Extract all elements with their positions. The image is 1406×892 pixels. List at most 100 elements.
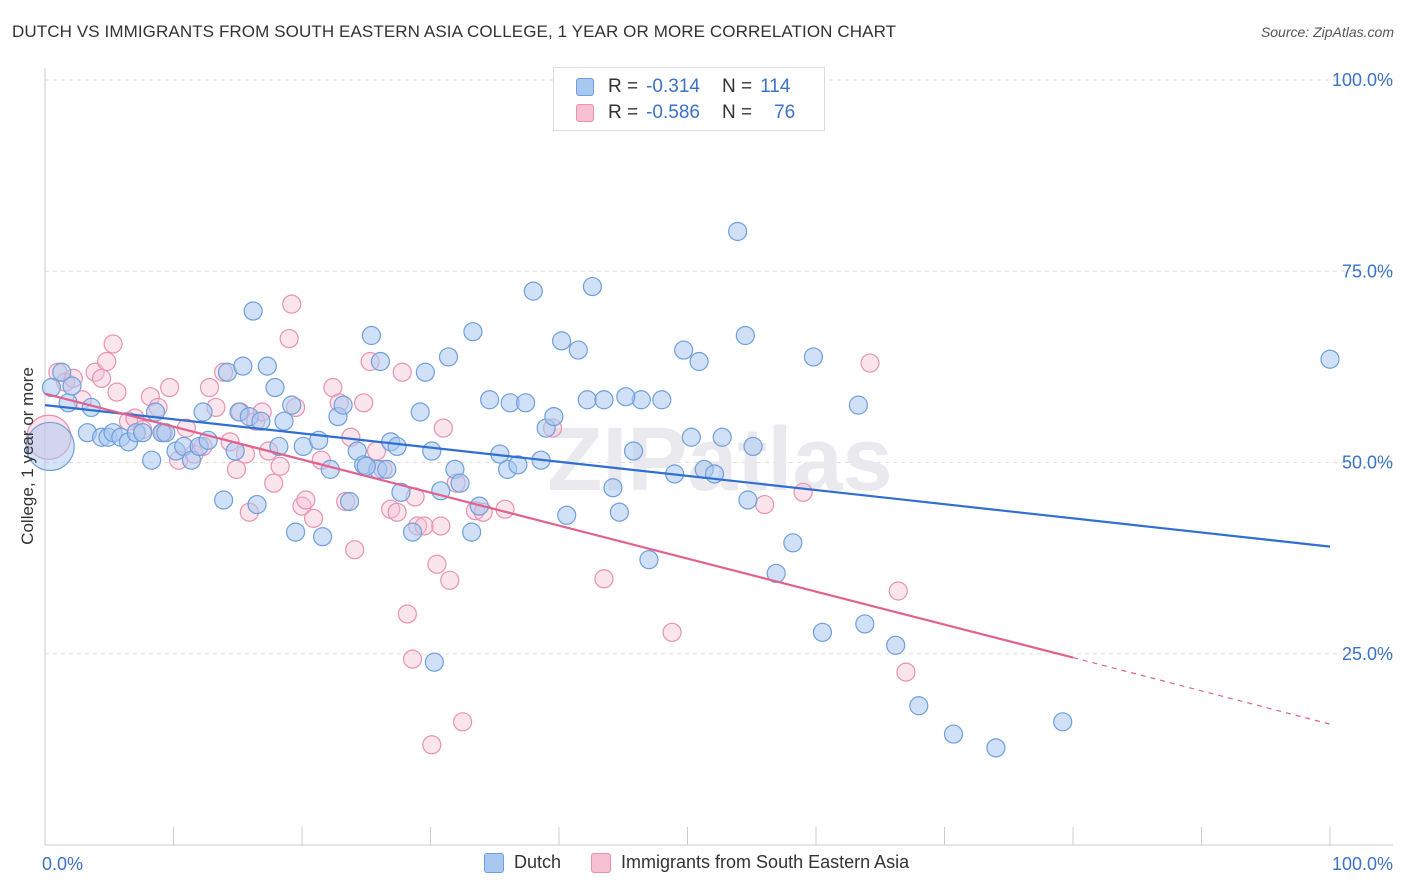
dutch-point bbox=[515, 393, 536, 413]
dutch-point bbox=[243, 301, 263, 321]
dutch-point bbox=[681, 427, 701, 447]
dutch-point bbox=[803, 347, 824, 367]
sea-point bbox=[279, 328, 299, 349]
correlation-legend: R = -0.314 N = 114 R = -0.586 N = 76 bbox=[553, 67, 825, 131]
sea-point bbox=[387, 502, 407, 522]
dutch-point bbox=[424, 652, 444, 672]
dutch-point bbox=[391, 482, 411, 502]
dutch-point bbox=[743, 436, 763, 457]
legend-item-sea[interactable]: Immigrants from South Eastern Asia bbox=[591, 852, 909, 873]
dutch-point bbox=[450, 473, 470, 493]
y-axis-label: College, 1 year or more bbox=[18, 367, 37, 545]
dutch-point bbox=[133, 423, 153, 443]
dutch-point bbox=[251, 411, 271, 431]
sea-point bbox=[397, 604, 417, 624]
dutch-point bbox=[603, 478, 623, 498]
dutch-point bbox=[551, 331, 572, 351]
dutch-point bbox=[855, 614, 875, 634]
dutch-point bbox=[377, 459, 397, 479]
dutch-point bbox=[41, 377, 62, 398]
dutch-point bbox=[582, 276, 603, 297]
sea-swatch bbox=[576, 104, 594, 122]
legend-row-dutch: R = -0.314 N = 114 bbox=[576, 75, 790, 99]
dutch-point bbox=[909, 696, 929, 716]
dutch-point bbox=[639, 550, 659, 570]
y-tick-label: 100.0% bbox=[1332, 70, 1393, 90]
dutch-point bbox=[568, 340, 588, 360]
dutch-swatch bbox=[576, 78, 594, 96]
dutch-point bbox=[142, 450, 162, 470]
sea-point bbox=[264, 473, 284, 493]
watermark: ZIPatlas bbox=[547, 410, 892, 510]
dutch-point bbox=[422, 441, 442, 461]
dutch-point bbox=[1053, 712, 1073, 732]
dutch-point bbox=[214, 490, 234, 510]
trendlines bbox=[44, 392, 1331, 725]
dutch-point bbox=[616, 387, 636, 407]
dutch-point bbox=[783, 533, 803, 553]
sea-point bbox=[431, 516, 451, 536]
sea-point bbox=[354, 393, 374, 413]
sea-point bbox=[91, 368, 112, 388]
sea-point bbox=[896, 662, 916, 682]
dutch-point bbox=[62, 376, 82, 396]
dutch-point bbox=[410, 402, 430, 422]
dutch-point bbox=[577, 390, 597, 410]
sea-point bbox=[440, 570, 460, 590]
dutch-point bbox=[735, 325, 755, 346]
dutch-point bbox=[738, 490, 758, 510]
sea-point bbox=[594, 569, 614, 589]
dutch-point bbox=[848, 395, 869, 415]
dutch-point bbox=[269, 436, 289, 457]
dutch-point bbox=[333, 395, 353, 415]
r-label: R = bbox=[608, 102, 639, 123]
dutch-point bbox=[25, 421, 75, 472]
sea-point bbox=[793, 482, 813, 502]
dutch-point bbox=[265, 377, 285, 398]
dutch-point bbox=[339, 491, 360, 512]
dutch-point bbox=[943, 724, 964, 744]
sea-point bbox=[662, 622, 682, 642]
dutch-point bbox=[356, 456, 376, 476]
sea-point bbox=[345, 540, 365, 560]
dutch-point bbox=[361, 325, 381, 346]
sea-point bbox=[107, 382, 127, 402]
sea-point bbox=[453, 712, 473, 732]
legend-row-sea: R = -0.586 N = 76 bbox=[576, 101, 795, 125]
dutch-point bbox=[193, 402, 213, 422]
dutch-point bbox=[285, 522, 306, 542]
sea-trendline-extension bbox=[1072, 656, 1331, 725]
sea-swatch bbox=[591, 852, 612, 873]
dutch-point bbox=[463, 322, 483, 342]
x-tick-label: 100.0% bbox=[1332, 854, 1393, 874]
dutch-point bbox=[370, 351, 390, 372]
chart-title: DUTCH VS IMMIGRANTS FROM SOUTH EASTERN A… bbox=[12, 22, 897, 41]
dutch-point bbox=[728, 221, 748, 242]
tick-labels: 25.0% 50.0% 75.0% 100.0% 0.0% 100.0% bbox=[42, 70, 1393, 874]
dutch-point bbox=[886, 635, 906, 655]
legend-label: Immigrants from South Eastern Asia bbox=[621, 852, 910, 872]
r-label: R = bbox=[608, 76, 639, 97]
dutch-point bbox=[257, 356, 277, 376]
dutch-point bbox=[480, 390, 500, 410]
dutch-point bbox=[1320, 349, 1340, 369]
x-tick-label: 0.0% bbox=[42, 854, 83, 874]
n-value: 76 bbox=[774, 102, 796, 123]
dutch-point bbox=[557, 505, 577, 525]
dutch-point bbox=[523, 281, 543, 301]
dutch-point bbox=[594, 390, 614, 410]
r-value: -0.314 bbox=[646, 76, 700, 97]
sea-point bbox=[427, 554, 447, 574]
legend-item-dutch[interactable]: Dutch bbox=[484, 852, 561, 873]
sea-point bbox=[402, 649, 423, 669]
dutch-point bbox=[282, 395, 302, 415]
sea-point bbox=[296, 490, 316, 510]
y-tick-label: 25.0% bbox=[1342, 644, 1393, 664]
n-value: 114 bbox=[760, 76, 791, 97]
sea-point bbox=[860, 353, 880, 373]
dutch-swatch bbox=[484, 852, 504, 873]
sea-point bbox=[103, 334, 123, 354]
dutch-point bbox=[247, 494, 267, 515]
dutch-point bbox=[712, 427, 732, 447]
dutch-point bbox=[402, 522, 423, 542]
